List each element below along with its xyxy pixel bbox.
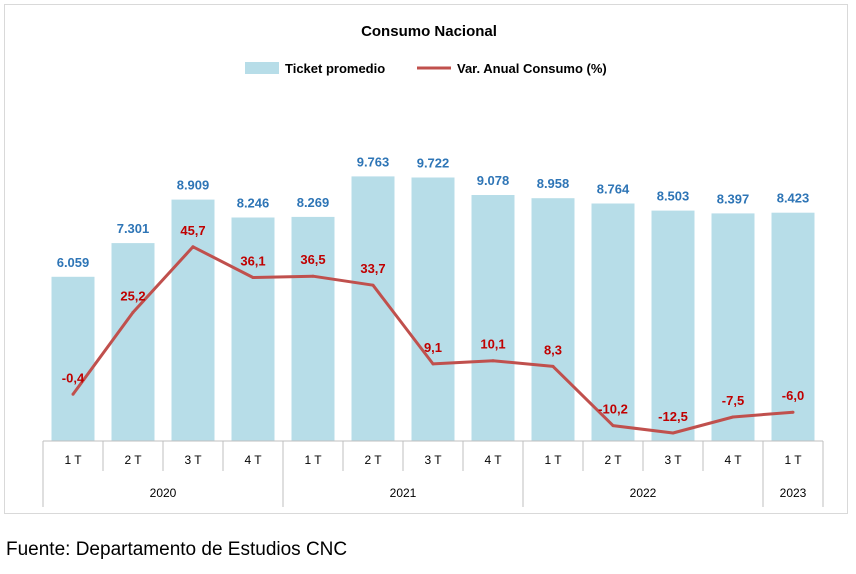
bar-1 — [111, 243, 155, 441]
line-point-3 — [251, 276, 255, 279]
x-tick-label-6: 3 T — [424, 453, 442, 467]
bar-2 — [171, 199, 215, 441]
x-tick-label-2: 3 T — [184, 453, 202, 467]
bar-value-label-12: 8.423 — [777, 191, 810, 206]
line-value-label-4: 36,5 — [300, 252, 325, 267]
x-tick-label-9: 2 T — [604, 453, 622, 467]
bar-11 — [711, 213, 755, 441]
x-tick-labels: 1 T 2 T 3 T 4 T 1 T 2 T 3 T 4 T 1 T 2 T 3 T 4 T 1 T — [64, 453, 802, 467]
bar-0 — [51, 276, 95, 441]
line-point-11 — [731, 415, 735, 419]
line-point-5 — [371, 283, 375, 287]
bar-value-label-3: 8.246 — [237, 196, 270, 211]
legend: Ticket promedio Var. Anual Consumo (%) — [245, 61, 607, 76]
line-point-8 — [551, 364, 555, 368]
chart-title: Consumo Nacional — [361, 23, 497, 40]
x-tick-label-1: 2 T — [124, 453, 142, 467]
x-group-label-2020: 2020 — [150, 486, 177, 500]
bar-8 — [531, 198, 575, 441]
legend-label-ticket: Ticket promedio — [285, 61, 385, 76]
x-tick-label-5: 2 T — [364, 453, 382, 467]
line-value-label-1: 25,2 — [120, 288, 145, 303]
line-value-label-3: 36,1 — [240, 254, 265, 269]
line-point-2 — [191, 245, 195, 249]
line-value-label-10: -12,5 — [658, 409, 688, 424]
bar-value-label-10: 8.503 — [657, 189, 690, 204]
x-tick-label-4: 1 T — [304, 453, 322, 467]
bar-value-label-9: 8.764 — [597, 182, 630, 197]
bar-series — [51, 176, 815, 441]
x-group-label-2021: 2021 — [390, 486, 417, 500]
x-tick-label-7: 4 T — [484, 453, 502, 467]
line-labels: -0,4 25,2 45,7 36,1 36,5 33,7 9,1 10,1 8,3 -10,2 -… — [62, 223, 804, 424]
bar-value-label-6: 9.722 — [417, 156, 450, 171]
bar-3 — [231, 217, 275, 441]
bar-value-label-7: 9.078 — [477, 173, 510, 188]
bar-9 — [591, 203, 635, 441]
line-value-label-6: 9,1 — [424, 340, 442, 355]
bar-labels: 6.059 7.301 8.909 8.246 8.269 9.763 9.722 9.078… — [57, 154, 810, 269]
x-tick-label-10: 3 T — [664, 453, 682, 467]
bar-10 — [651, 210, 695, 441]
bar-4 — [291, 216, 335, 441]
bar-value-label-0: 6.059 — [57, 255, 90, 270]
line-point-12 — [791, 410, 795, 414]
x-tick-label-3: 4 T — [244, 453, 262, 467]
source-note: Fuente: Departamento de Estudios CNC — [6, 539, 348, 560]
line-value-label-9: -10,2 — [598, 402, 628, 417]
x-group-label-2022: 2022 — [630, 486, 657, 500]
legend-label-variacion: Var. Anual Consumo (%) — [457, 61, 607, 76]
x-axis — [42, 440, 824, 507]
bar-value-label-1: 7.301 — [117, 221, 150, 236]
line-series — [71, 245, 795, 435]
bar-value-label-2: 8.909 — [177, 178, 210, 193]
line-point-4 — [311, 274, 315, 278]
x-tick-label-12: 1 T — [784, 453, 802, 467]
bar-6 — [411, 177, 455, 441]
bar-5 — [351, 176, 395, 441]
bar-value-label-4: 8.269 — [297, 195, 330, 210]
x-group-label-2023: 2023 — [780, 486, 807, 500]
line-point-7 — [491, 359, 495, 363]
line-point-10 — [671, 431, 675, 435]
line-value-label-12: -6,0 — [782, 388, 804, 403]
x-tick-label-8: 1 T — [544, 453, 562, 467]
x-tick-label-0: 1 T — [64, 453, 82, 467]
line-point-1 — [131, 310, 135, 314]
line-value-label-7: 10,1 — [480, 337, 505, 352]
bar-value-label-11: 8.397 — [717, 191, 750, 206]
x-group-labels: 2020 2021 2022 2023 — [150, 486, 807, 500]
bar-12 — [771, 212, 815, 441]
bar-value-label-5: 9.763 — [357, 154, 390, 169]
legend-swatch-ticket — [245, 62, 279, 74]
line-point-6 — [431, 362, 435, 366]
line-point-0 — [71, 392, 75, 396]
chart: Consumo Nacional Ticket promedio Var. An… — [42, 23, 824, 507]
line-value-label-0: -0,4 — [62, 370, 85, 385]
bar-value-label-8: 8.958 — [537, 176, 570, 191]
x-tick-label-11: 4 T — [724, 453, 742, 467]
line-value-label-11: -7,5 — [722, 393, 744, 408]
bar-7 — [471, 195, 515, 441]
line-point-9 — [611, 424, 615, 428]
line-value-label-2: 45,7 — [180, 223, 205, 238]
chart-frame: Consumo Nacional Ticket promedio Var. An… — [4, 4, 848, 514]
line-value-label-8: 8,3 — [544, 342, 562, 357]
line-value-label-5: 33,7 — [360, 261, 385, 276]
